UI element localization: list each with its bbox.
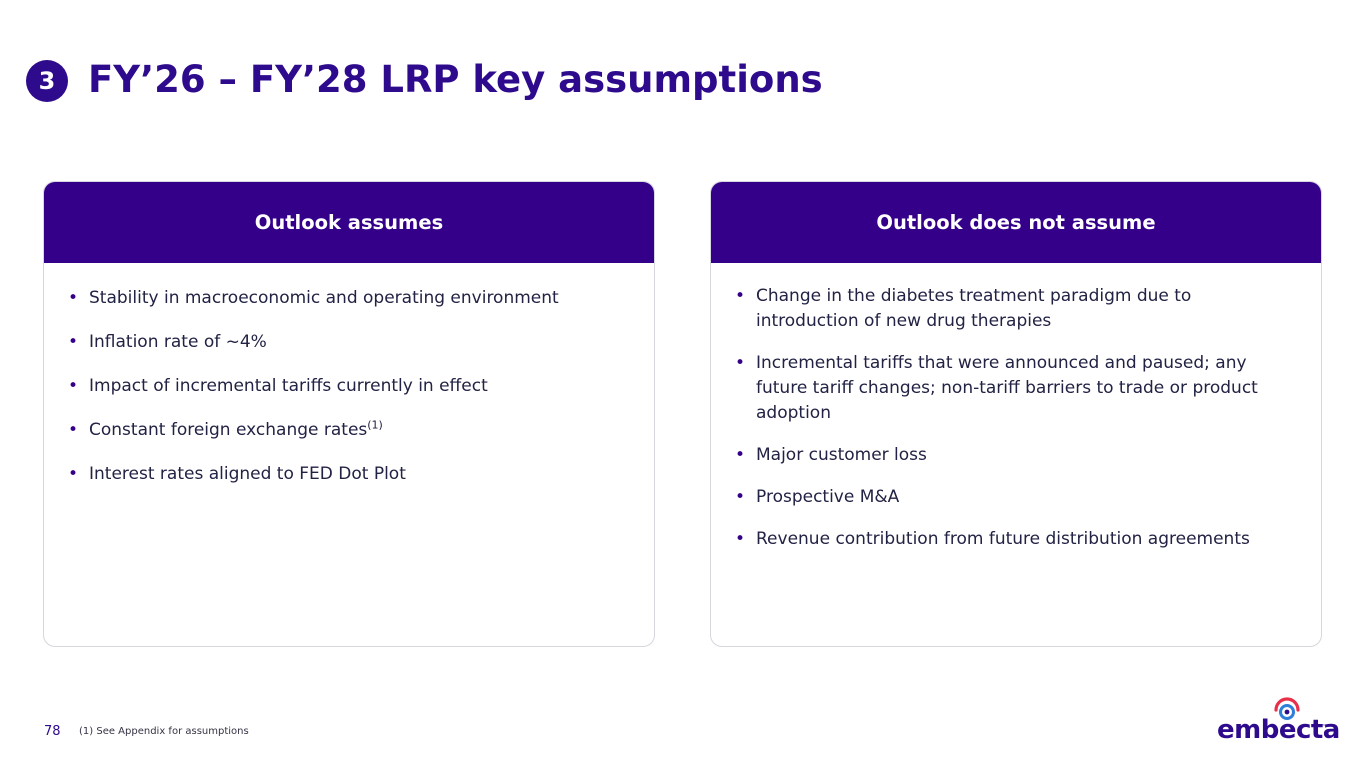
- bullet-icon: •: [735, 529, 746, 549]
- outlook-assumes-list: • Stability in macroeconomic and operatin…: [44, 263, 654, 487]
- bullet-icon: •: [735, 487, 746, 507]
- list-item: • Inflation rate of ~4%: [68, 329, 614, 355]
- embecta-logo-wordmark: embecta: [1217, 715, 1340, 745]
- outlook-does-not-assume-heading: Outlook does not assume: [711, 182, 1321, 263]
- section-number-badge: 3: [26, 60, 68, 102]
- list-item-text: Impact of incremental tariffs currently …: [89, 376, 488, 396]
- outlook-does-not-assume-panel: Outlook does not assume • Change in the d…: [710, 181, 1322, 647]
- page-number: 78: [44, 724, 61, 739]
- list-item-text: Incremental tariffs that were announced …: [756, 353, 1258, 423]
- outlook-assumes-heading: Outlook assumes: [44, 182, 654, 263]
- bullet-icon: •: [68, 464, 79, 484]
- page-title: FY’26 – FY’28 LRP key assumptions: [88, 58, 823, 101]
- list-item-text: Prospective M&A: [756, 487, 900, 507]
- footnote: (1) See Appendix for assumptions: [79, 726, 249, 737]
- bullet-icon: •: [735, 286, 746, 306]
- bullet-icon: •: [68, 376, 79, 396]
- footnote-reference: (1): [367, 418, 383, 432]
- list-item: • Incremental tariffs that were announced…: [735, 351, 1281, 426]
- outlook-does-not-assume-list: • Change in the diabetes treatment paradi…: [711, 263, 1321, 552]
- logo-ring-icon: [1279, 704, 1295, 720]
- list-item-text: Major customer loss: [756, 445, 927, 465]
- logo-arc-icon: [1274, 697, 1300, 712]
- list-item: • Stability in macroeconomic and operatin…: [68, 285, 614, 311]
- list-item-text: Change in the diabetes treatment paradig…: [756, 286, 1192, 331]
- bullet-icon: •: [735, 353, 746, 373]
- list-item: • Major customer loss: [735, 443, 1281, 468]
- list-item-text: Inflation rate of ~4%: [89, 332, 267, 352]
- trademark-symbol: ™: [1322, 724, 1327, 730]
- list-item: • Revenue contribution from future distri…: [735, 527, 1281, 552]
- list-item-text: Constant foreign exchange rates: [89, 420, 368, 440]
- list-item: • Change in the diabetes treatment paradi…: [735, 284, 1281, 334]
- embecta-logo-icon: [1274, 697, 1300, 720]
- list-item-text: Stability in macroeconomic and operating…: [89, 288, 559, 308]
- list-item-text: Interest rates aligned to FED Dot Plot: [89, 464, 406, 484]
- bullet-icon: •: [68, 332, 79, 352]
- list-item: • Interest rates aligned to FED Dot Plot: [68, 461, 614, 487]
- bullet-icon: •: [68, 420, 79, 440]
- list-item-text: Revenue contribution from future distrib…: [756, 529, 1250, 549]
- outlook-assumes-panel: Outlook assumes • Stability in macroecono…: [43, 181, 655, 647]
- bullet-icon: •: [68, 288, 79, 308]
- list-item: • Impact of incremental tariffs currently…: [68, 373, 614, 399]
- list-item: • Prospective M&A: [735, 485, 1281, 510]
- list-item: • Constant foreign exchange rates(1): [68, 417, 614, 443]
- bullet-icon: •: [735, 445, 746, 465]
- logo-dot-icon: [1284, 709, 1290, 715]
